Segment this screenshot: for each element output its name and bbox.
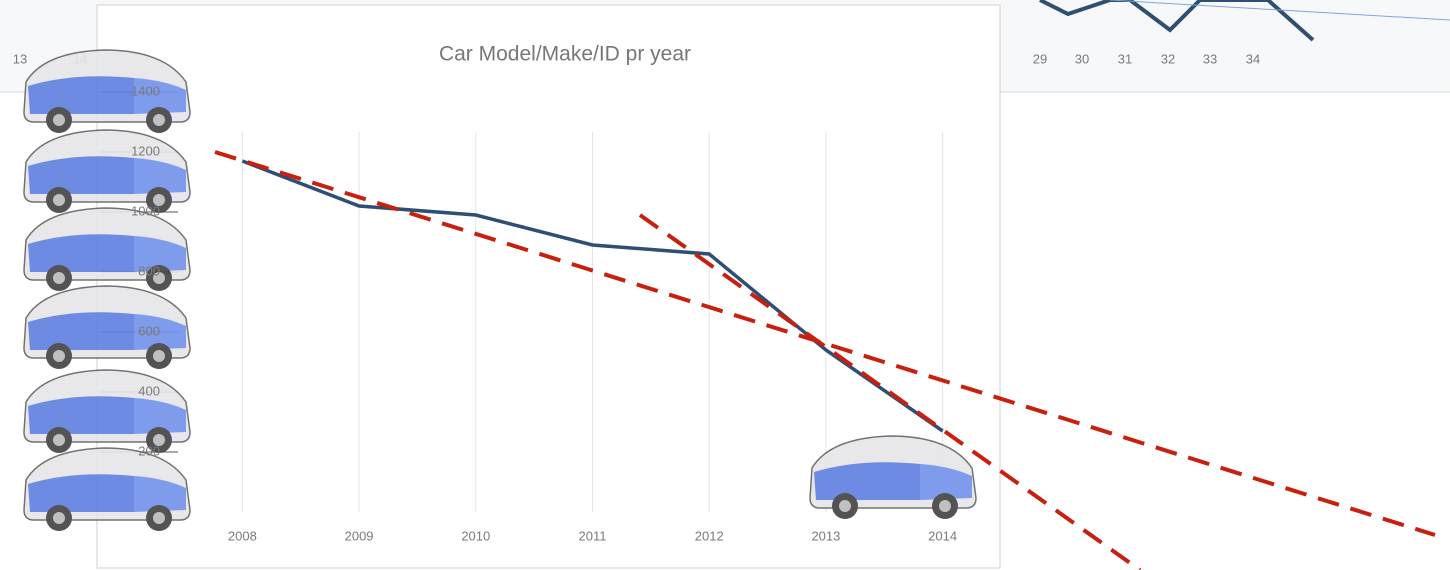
x-tick-label: 2014	[928, 528, 957, 543]
y-tick-label: 1200	[131, 143, 160, 158]
background-tick-label: 29	[1033, 51, 1047, 66]
background-trend	[1109, 0, 1450, 21]
background-line	[1039, 0, 1315, 42]
x-tick-label: 2009	[345, 528, 374, 543]
y-tick-label: 400	[138, 383, 160, 398]
y-tick-label: 1000	[131, 203, 160, 218]
data-line	[241, 159, 944, 433]
y-tick-label: 600	[138, 323, 160, 338]
x-tick-label: 2012	[695, 528, 724, 543]
chart-title: Car Model/Make/ID pr year	[439, 43, 691, 66]
x-tick-label: 2011	[579, 528, 607, 543]
y-tick-label: 1400	[131, 83, 160, 98]
y-tick-label: 800	[138, 263, 160, 278]
trend-line	[214, 150, 1436, 537]
background-tick-label: 33	[1203, 51, 1217, 66]
background-tick-label: 30	[1075, 51, 1089, 66]
y-tick-labels: 200 400 600 800 1000 1200 1400	[131, 83, 160, 458]
background-tick-label: 31	[1118, 51, 1132, 66]
x-tick-label: 2013	[811, 528, 840, 543]
background-tick-label: 34	[1246, 51, 1260, 66]
y-tick-label: 200	[138, 443, 160, 458]
background-labels: 1314293031323334	[13, 51, 1260, 66]
background-tick-label: 32	[1161, 51, 1175, 66]
x-tick-label: 2008	[228, 528, 257, 543]
x-tick-label: 2010	[461, 528, 490, 543]
trend-line	[638, 213, 1142, 570]
background-tick-label: 13	[13, 51, 27, 66]
